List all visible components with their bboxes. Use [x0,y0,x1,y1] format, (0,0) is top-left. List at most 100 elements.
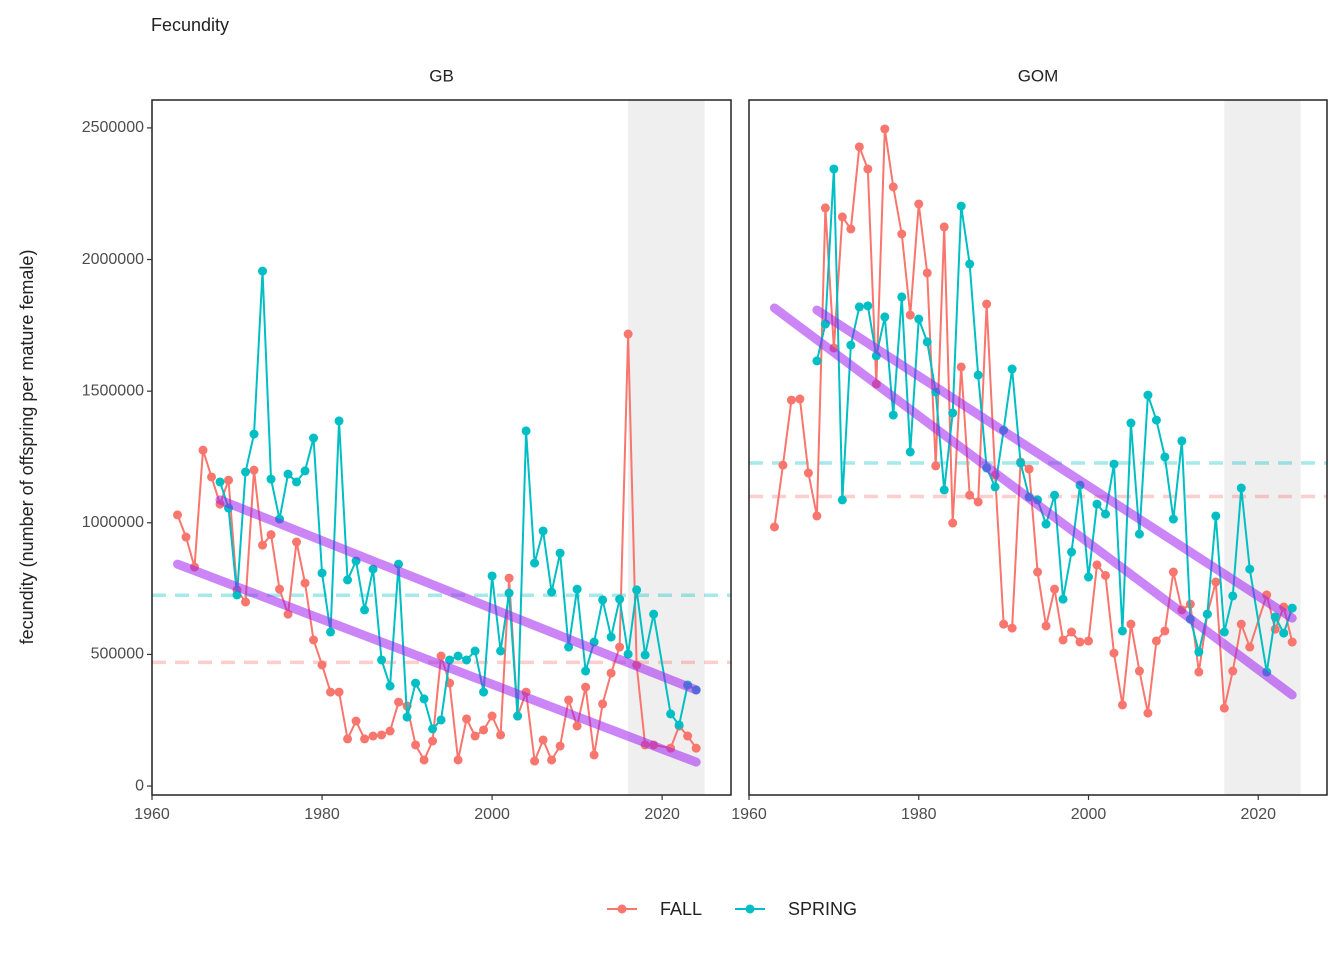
data-point [1279,628,1289,638]
data-point [965,259,975,269]
data-point [615,642,625,652]
data-point [1287,637,1297,647]
data-point [173,510,183,520]
data-point [863,301,873,311]
data-point [674,720,684,730]
data-point [326,687,336,697]
data-point [1084,572,1094,582]
data-point [419,755,429,765]
trend-line [812,305,1297,623]
data-point [504,573,514,583]
data-point [691,743,701,753]
data-point [922,268,932,278]
data-point [181,532,191,542]
data-point [479,725,489,735]
data-point [854,302,864,312]
data-point [411,678,421,688]
y-tick-label: 2500000 [82,119,144,136]
data-point [1219,627,1229,637]
data-point [241,597,251,607]
data-point [948,408,958,418]
data-point [317,660,327,670]
data-point [462,655,472,665]
data-point [258,266,268,276]
y-tick-label: 500000 [91,646,144,663]
data-point [880,124,890,134]
x-tick-label: 1960 [134,806,170,823]
data-point [581,666,591,676]
data-point [623,649,633,659]
data-point [428,724,438,734]
data-point [1092,499,1102,509]
data-point [888,410,898,420]
data-point [1194,647,1204,657]
data-point [999,619,1009,629]
data-point [778,460,788,470]
data-point [939,485,949,495]
y-tick-label: 1500000 [82,382,144,399]
series-line [773,128,1294,714]
x-tick-label: 2020 [644,806,680,823]
data-point [812,356,822,366]
data-point [368,564,378,574]
data-point [496,730,506,740]
data-point [555,548,565,558]
data-point [547,587,557,597]
data-point [453,755,463,765]
data-point [1117,700,1127,710]
data-point [982,299,992,309]
data-point [1228,666,1238,676]
x-tick-label: 2000 [474,806,510,823]
data-point [377,730,387,740]
data-point [1219,703,1229,713]
data-point [1067,547,1077,557]
y-axis-title: fecundity (number of offspring per matur… [17,250,37,645]
data-point [1287,603,1297,613]
data-point [965,490,975,500]
data-point [914,199,924,209]
y-tick-label: 0 [135,777,144,794]
data-point [555,741,565,751]
data-point [640,650,650,660]
chart-title: Fecundity [151,15,229,35]
data-point [1084,636,1094,646]
data-point [1100,509,1110,519]
data-point [1050,490,1060,500]
data-point [215,477,225,487]
data-point [939,222,949,232]
data-point [1033,567,1043,577]
data-point [615,594,625,604]
data-point [428,736,438,746]
data-point [1151,636,1161,646]
data-point [436,715,446,725]
data-point [300,466,310,476]
data-point [1126,619,1136,629]
data-point [1236,619,1246,629]
data-point [453,651,463,661]
data-point [1100,570,1110,580]
data-point [1016,458,1026,468]
data-point [343,575,353,585]
data-point [1211,577,1221,587]
data-point [683,731,693,741]
data-point [581,682,591,692]
data-point [786,395,796,405]
data-point [666,709,676,719]
data-point [1024,464,1034,474]
data-point [1143,390,1153,400]
data-point [649,609,659,619]
y-tick-label: 1000000 [82,514,144,531]
data-point [1236,483,1246,493]
data-point [564,695,574,705]
data-point [956,201,966,211]
data-point [1117,626,1127,636]
data-point [377,655,387,665]
data-point [880,312,890,322]
x-tick-label: 2020 [1240,806,1276,823]
data-point [956,362,966,372]
data-point [854,142,864,152]
data-point [326,627,336,637]
data-point [360,734,370,744]
data-point [351,716,361,726]
data-point [1134,666,1144,676]
